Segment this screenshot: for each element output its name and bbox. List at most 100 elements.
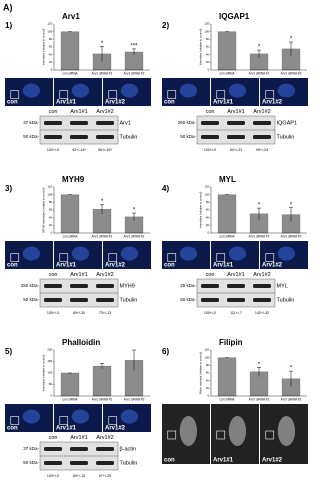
- y-tick-label: 0: [50, 394, 52, 398]
- quantification: 100+/-0: [204, 148, 216, 152]
- y-tick-label: 50: [49, 382, 53, 386]
- lane-label: Arv1#2: [96, 272, 113, 278]
- bar: [60, 31, 80, 71]
- lane-label: Arv1#1: [70, 272, 87, 278]
- inset-box: [216, 90, 226, 99]
- quantification: 100+/-0: [47, 474, 59, 478]
- marker-label: 37 kDa-: [23, 446, 39, 451]
- x-tick-label: Arv1 siRNA #2: [281, 397, 302, 401]
- y-tick-label: 120: [204, 185, 209, 189]
- y-tick-label: 80: [206, 363, 210, 367]
- band-label: Tubulin: [120, 134, 138, 140]
- image-label: Arv1#1: [56, 100, 77, 106]
- y-tick-label: 120: [204, 348, 209, 352]
- cell: [179, 83, 198, 98]
- y-tick-label: 60: [49, 208, 53, 212]
- band: [70, 298, 88, 302]
- band-label: Arv1: [120, 120, 131, 126]
- y-tick-label: 150: [47, 359, 52, 363]
- y-tick-label: 20: [206, 223, 210, 227]
- image-label: Arv1#1: [56, 426, 77, 432]
- marker-label: 250 kDa-: [21, 283, 40, 288]
- inset-box: [59, 253, 69, 262]
- quantification: 142+/-42: [255, 311, 269, 315]
- y-tick-label: 100: [204, 29, 209, 33]
- image-label: Arv1#2: [262, 263, 283, 269]
- y-tick-label: 40: [206, 52, 210, 56]
- lane-label: Arv1#2: [253, 109, 270, 115]
- y-tick-label: 40: [206, 215, 210, 219]
- inset-box: [216, 430, 226, 440]
- image-label: Arv1#2: [262, 458, 283, 464]
- band-label: Tubulin: [277, 134, 295, 140]
- cell: [120, 409, 139, 424]
- band-label: MYH9: [120, 283, 135, 289]
- band: [201, 284, 219, 288]
- lane-label: Arv1#1: [227, 109, 244, 115]
- y-tick-label: 100: [204, 192, 209, 196]
- marker-label: 250 kDa-: [178, 120, 197, 125]
- cell: [120, 246, 139, 261]
- y-tick-label: 40: [206, 378, 210, 382]
- cell: [71, 246, 90, 261]
- bar: [92, 365, 112, 397]
- band: [253, 284, 271, 288]
- cell: [22, 246, 41, 261]
- inset-box: [265, 430, 275, 440]
- y-tick-label: 0: [207, 68, 209, 72]
- x-tick-label: Arv1 siRNA #2: [124, 397, 145, 401]
- marker-label: 50 kDa-: [180, 134, 196, 139]
- x-tick-label: Arv1 siRNA #1: [249, 397, 270, 401]
- band: [253, 298, 271, 302]
- inset-box: [108, 253, 118, 262]
- x-tick-label: con siRNA: [62, 397, 78, 401]
- cell: [22, 409, 41, 424]
- band: [253, 121, 271, 125]
- inset-box: [167, 90, 177, 99]
- image-label: Arv1#1: [213, 100, 234, 106]
- significance: *: [101, 41, 104, 47]
- lane-label: con: [49, 435, 58, 441]
- x-tick-label: Arv1 siRNA #2: [281, 234, 302, 238]
- y-axis-label: Filipin intensity (relative to control): [199, 352, 203, 394]
- panel-label: 6): [162, 347, 169, 356]
- band: [227, 298, 245, 302]
- image-label: Arv1#2: [105, 263, 126, 269]
- y-tick-label: 60: [206, 45, 210, 49]
- panel-label: 3): [5, 184, 12, 193]
- quantification: 100+/-0: [47, 148, 59, 152]
- marker-label: 50 kDa-: [23, 134, 39, 139]
- band: [253, 135, 271, 139]
- y-tick-label: 100: [204, 355, 209, 359]
- marker-label: 50 kDa-: [23, 460, 39, 465]
- y-tick-label: 0: [207, 231, 209, 235]
- y-tick-label: 60: [49, 45, 53, 49]
- significance: *: [258, 45, 261, 51]
- band-label: β-actin: [120, 446, 137, 452]
- figure-label: A): [3, 2, 13, 12]
- band: [70, 284, 88, 288]
- y-tick-label: 40: [49, 215, 53, 219]
- y-tick-label: 0: [50, 68, 52, 72]
- quantification: 43+/-16*: [72, 148, 86, 152]
- lane-label: Arv1#1: [70, 435, 87, 441]
- bar: [217, 31, 237, 71]
- bar: [217, 357, 237, 397]
- cell: [277, 246, 296, 261]
- inset-box: [108, 90, 118, 99]
- band: [70, 121, 88, 125]
- image-label: Arv1#1: [213, 263, 234, 269]
- band: [44, 461, 62, 465]
- band: [96, 121, 114, 125]
- quantification: 111+/-7: [230, 311, 242, 315]
- inset-box: [10, 90, 20, 99]
- quantification: 60+/-33: [230, 148, 242, 152]
- band: [201, 298, 219, 302]
- y-tick-label: 20: [49, 223, 53, 227]
- lane-label: Arv1#2: [253, 272, 270, 278]
- cell: [228, 83, 247, 98]
- cell: [71, 409, 90, 424]
- significance: *: [133, 208, 136, 214]
- image-label: Arv1#2: [105, 100, 126, 106]
